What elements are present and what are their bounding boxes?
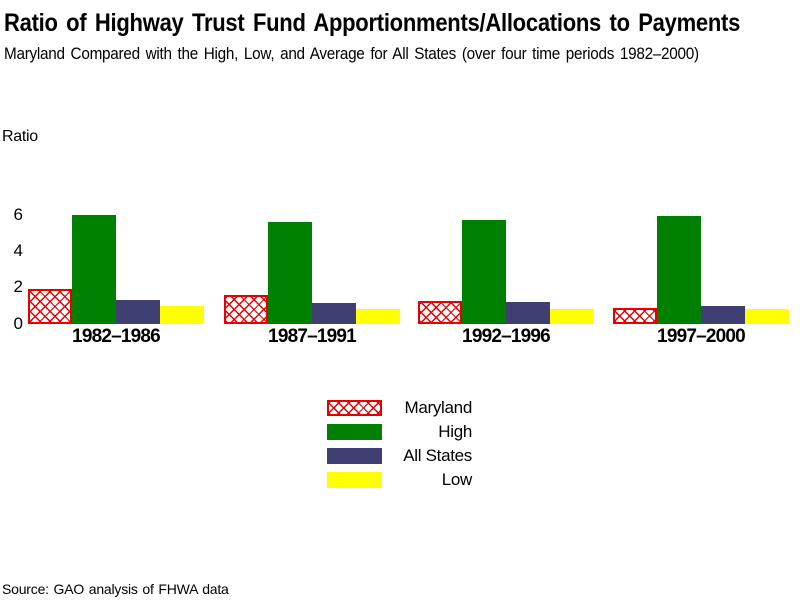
y-axis-label: Ratio — [2, 128, 38, 145]
legend-swatch — [327, 424, 382, 440]
chart-subtitle: Maryland Compared with the High, Low, an… — [4, 44, 699, 63]
bar-high — [72, 215, 116, 324]
legend-row: All States — [327, 446, 472, 465]
x-category-label: 1982–1986 — [72, 326, 161, 347]
bar-low — [550, 309, 594, 324]
y-tick-label: 0 — [13, 313, 23, 333]
y-tick-label: 6 — [13, 204, 23, 224]
legend: Maryland High All States Low — [327, 398, 473, 489]
bar-high — [268, 222, 312, 324]
y-tick-label: 4 — [13, 240, 23, 260]
legend-label: Low — [441, 470, 473, 489]
legend-swatch — [327, 400, 382, 416]
source-note: Source: GAO analysis of FHWA data — [2, 581, 229, 597]
bar-group — [418, 0, 594, 330]
legend-row: Maryland — [327, 398, 472, 417]
legend-row: High — [327, 422, 472, 441]
legend-swatch — [327, 448, 382, 464]
y-axis-ticks: 0 2 4 6 — [0, 0, 23, 360]
legend-swatch — [327, 472, 382, 488]
bar-all-states — [701, 306, 745, 324]
chart-title: Ratio of Highway Trust Fund Apportionmen… — [4, 9, 741, 37]
bar-low — [160, 306, 204, 324]
x-category-label: 1997–2000 — [657, 326, 746, 347]
x-category-label: 1987–1991 — [268, 326, 357, 347]
x-category-label: 1992–1996 — [462, 326, 551, 347]
bar-group — [28, 0, 204, 330]
bar-all-states — [506, 302, 550, 324]
bar-maryland — [418, 301, 462, 324]
y-tick-label: 2 — [13, 277, 23, 297]
bar-high — [657, 216, 701, 324]
bar-high — [462, 220, 506, 324]
legend-row: Low — [327, 470, 473, 489]
bar-group — [613, 0, 789, 330]
bar-all-states — [116, 300, 160, 324]
bar-low — [356, 309, 400, 324]
bar-all-states — [312, 303, 356, 324]
bar-group — [224, 0, 400, 330]
bar-maryland — [613, 308, 657, 324]
legend-label: Maryland — [404, 398, 472, 417]
bar-maryland — [224, 295, 268, 324]
bar-low — [745, 309, 789, 324]
bar-maryland — [28, 289, 72, 324]
legend-label: High — [438, 422, 472, 441]
legend-label: All States — [403, 446, 472, 465]
